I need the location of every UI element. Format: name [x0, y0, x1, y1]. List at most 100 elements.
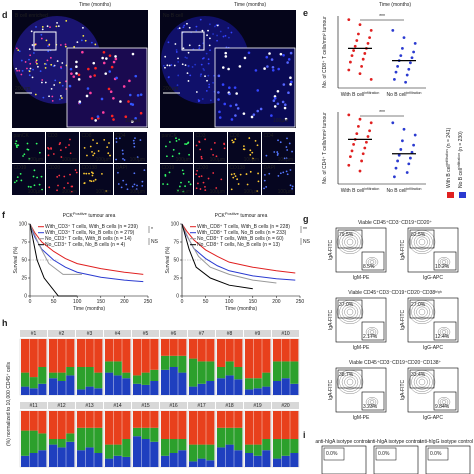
cell: [166, 155, 168, 158]
bar-segment: [141, 439, 150, 467]
dot: [368, 129, 371, 133]
text-part: No B cell: [387, 92, 407, 98]
bar-segment: [57, 339, 66, 373]
dot: [401, 47, 404, 50]
significance: NS: [303, 239, 311, 245]
bar-segment: [94, 411, 103, 428]
cell: [61, 62, 64, 64]
gate-percent: 0.0%: [378, 451, 390, 457]
cell: [71, 185, 74, 188]
dot: [347, 68, 351, 72]
cell: [61, 84, 64, 87]
bar-segment: [262, 411, 271, 439]
contour: [416, 306, 428, 318]
cell: [239, 173, 242, 176]
cell: [13, 181, 16, 184]
bar-segment: [57, 439, 66, 448]
dot: [357, 32, 360, 36]
cell: [289, 76, 292, 80]
cell: [279, 172, 282, 175]
cell: [121, 149, 124, 152]
cell: [141, 180, 144, 183]
bar-segment: [206, 411, 215, 445]
cell: [237, 183, 240, 185]
cell: [92, 180, 95, 182]
contour: [441, 400, 447, 404]
cell: [200, 63, 203, 66]
axis-title: Time (months): [234, 2, 266, 8]
cell: [108, 142, 110, 144]
bar-segment: [49, 339, 58, 373]
bar-segment: [189, 411, 198, 445]
cell: [200, 157, 203, 160]
cell: [182, 47, 185, 50]
patient-label: #6: [171, 331, 177, 337]
cell: [202, 181, 205, 184]
dot: [397, 153, 401, 157]
bar-segment: [225, 375, 234, 395]
bar-segment: [273, 381, 282, 395]
patient-label: #19: [253, 403, 262, 409]
cell: [91, 174, 94, 177]
cell: [209, 99, 212, 102]
bar-segment: [29, 377, 38, 389]
cell: [132, 139, 135, 142]
bar-segment: [262, 339, 271, 373]
patient-label: #8: [227, 331, 233, 337]
cell: [15, 67, 18, 70]
cell: [223, 142, 225, 145]
cell: [14, 142, 17, 145]
contour: [341, 304, 359, 320]
tile: [160, 132, 193, 163]
axis-title: IgA-FITC: [328, 239, 334, 260]
cell: [84, 39, 87, 42]
dot: [360, 159, 363, 163]
panel-header: [76, 330, 103, 337]
bar-segment: [85, 339, 94, 367]
cell: [164, 55, 167, 58]
bar-segment: [253, 339, 262, 379]
bar-segment: [225, 427, 234, 445]
patient-label: #11: [30, 403, 38, 409]
cell: [230, 118, 234, 121]
bar-segment: [225, 339, 234, 362]
cell: [291, 187, 294, 190]
contour: [365, 327, 379, 337]
bar-segment: [113, 361, 122, 376]
contour: [339, 302, 361, 322]
dot: [402, 127, 406, 131]
bar-segment: [133, 375, 142, 384]
bar-segment: [161, 439, 170, 456]
cell: [230, 173, 233, 176]
cell: [89, 75, 92, 78]
cell: [19, 172, 22, 175]
scale-bar-label: 100µm: [62, 189, 77, 195]
panel-label: g: [303, 214, 309, 224]
bar-segment: [253, 388, 262, 395]
bar-segment: [197, 444, 206, 459]
cell: [270, 114, 273, 117]
dot: [368, 36, 371, 39]
cell: [281, 100, 285, 104]
cell: [257, 180, 260, 183]
y-tick-label: 50: [173, 258, 179, 264]
text-part: infiltration: [407, 187, 422, 191]
bar-segment: [161, 355, 170, 370]
contour: [439, 328, 449, 336]
cell: [47, 154, 50, 157]
cell: [136, 156, 139, 159]
bar-segment: [38, 339, 47, 367]
cell: [208, 83, 211, 86]
cell: [195, 29, 198, 32]
cell: [285, 157, 288, 160]
bar-segment: [66, 411, 75, 434]
axis-title: No. of CD4⁺ T cells/mm² tumour: [322, 112, 328, 184]
cell: [178, 27, 181, 30]
tile: [262, 164, 295, 195]
cell: [133, 172, 136, 175]
axis-title: Time (months): [225, 306, 257, 312]
cell: [29, 67, 32, 70]
cell: [171, 155, 174, 158]
bar-segment: [253, 455, 262, 467]
scale-bar-label: 100µm: [96, 157, 111, 163]
